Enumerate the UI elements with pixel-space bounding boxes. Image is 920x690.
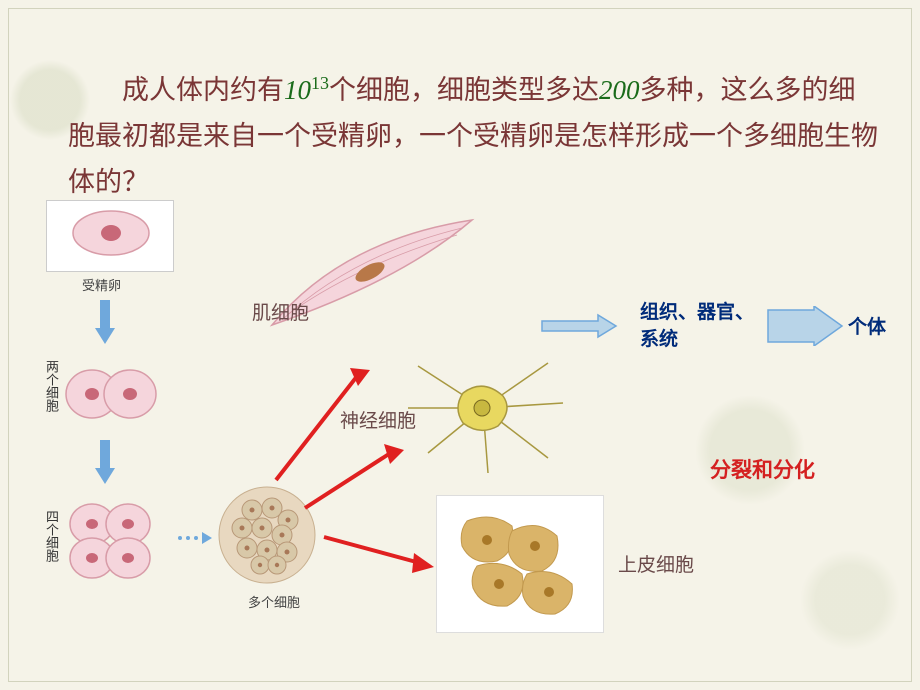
intro-p2: 个细胞，细胞类型多达 <box>329 75 599 105</box>
stage-egg-box <box>46 200 174 272</box>
intro-p1: 成人体内约有 <box>122 75 284 105</box>
process-text: 分裂和分化 <box>710 454 815 484</box>
red-arrow-nerve <box>300 440 410 520</box>
individual-text: 个体 <box>848 315 886 342</box>
right-arrow-cluster <box>174 528 214 548</box>
muscle-label: 肌细胞 <box>252 298 309 325</box>
four-cells-icon <box>46 498 174 586</box>
stage-two-label: 两个细胞 <box>42 360 61 412</box>
red-arrow-epi <box>320 525 440 575</box>
intro-num1: 10 <box>284 75 311 105</box>
pentagon-arrow-1 <box>540 313 618 339</box>
stage-egg-label: 受精卵 <box>82 275 121 294</box>
two-cells-icon <box>46 358 174 430</box>
stage-four-box <box>46 498 174 586</box>
epithelial-icon <box>436 495 604 633</box>
stage-four-label: 四个细胞 <box>42 510 61 562</box>
down-arrow-1 <box>90 298 120 348</box>
tissue-organ-text: 组织、器官、系统 <box>640 300 760 353</box>
nerve-label: 神经细胞 <box>340 406 416 433</box>
intro-num2: 200 <box>599 75 640 105</box>
egg-cell-icon <box>47 201 175 273</box>
down-arrow-2 <box>90 438 120 488</box>
stage-two-box <box>46 358 174 430</box>
intro-indent <box>68 75 122 105</box>
nerve-cell-icon <box>398 348 578 478</box>
pentagon-arrow-2 <box>766 306 844 346</box>
intro-paragraph: 成人体内约有1013个细胞，细胞类型多达200多种，这么多的细胞最初都是来自一个… <box>68 68 880 206</box>
epithelial-label: 上皮细胞 <box>618 550 694 577</box>
stage-many-label: 多个细胞 <box>248 592 300 611</box>
intro-sup: 13 <box>311 73 329 93</box>
